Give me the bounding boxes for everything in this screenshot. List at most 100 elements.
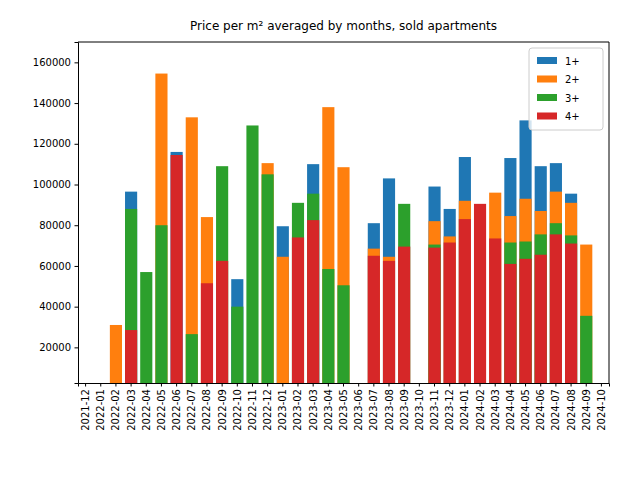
x-tick-label: 2022-06 xyxy=(171,389,182,431)
x-tick-label: 2023-09 xyxy=(399,389,410,431)
y-tick-mark xyxy=(75,103,79,104)
frame-top xyxy=(78,42,609,43)
x-tick: 2022-03 xyxy=(126,383,137,431)
x-tick: 2023-07 xyxy=(368,383,379,431)
x-tick-mark xyxy=(131,383,132,387)
x-tick-mark xyxy=(297,383,298,387)
x-tick-mark xyxy=(389,383,390,387)
bar xyxy=(216,166,228,383)
x-tick: 2022-06 xyxy=(171,383,182,431)
x-tick: 2024-03 xyxy=(490,383,501,431)
x-tick-label: 2024-03 xyxy=(490,389,501,431)
bar xyxy=(277,226,289,383)
x-tick-label: 2023-02 xyxy=(292,389,303,431)
chart: 2000040000600008000010000012000014000016… xyxy=(0,0,640,480)
y-tick-label: 20000 xyxy=(39,342,71,353)
bar xyxy=(489,193,501,383)
x-tick-mark xyxy=(525,383,526,387)
x-tick: 2024-10 xyxy=(596,383,607,431)
x-tick-label: 2024-05 xyxy=(520,389,531,431)
x-tick-mark xyxy=(434,383,435,387)
x-tick-mark xyxy=(282,383,283,387)
x-tick-mark xyxy=(464,383,465,387)
x-tick-mark xyxy=(115,383,116,387)
bars xyxy=(110,74,592,383)
bar xyxy=(519,242,531,383)
y-tick: 20000 xyxy=(39,342,78,353)
y-tick-label: 80000 xyxy=(39,220,71,231)
x-tick: 2023-01 xyxy=(277,383,288,431)
x-tick-mark xyxy=(373,383,374,387)
y-tick: 80000 xyxy=(39,220,78,231)
legend-label: 2+ xyxy=(565,74,580,85)
bar xyxy=(565,235,577,383)
bar xyxy=(444,209,456,383)
bar xyxy=(140,272,152,383)
y-tick-label: 40000 xyxy=(39,301,71,312)
x-tick-label: 2023-06 xyxy=(353,389,364,431)
x-tick-mark xyxy=(601,383,602,387)
bar xyxy=(383,261,395,383)
series-2 xyxy=(125,125,592,383)
x-tick-mark xyxy=(176,383,177,387)
y-tick-mark xyxy=(75,185,79,186)
x-tick-label: 2023-12 xyxy=(444,389,455,431)
y-tick: 160000 xyxy=(33,57,78,68)
x-tick: 2022-08 xyxy=(201,383,212,431)
bar xyxy=(504,216,516,383)
x-tick-label: 2022-07 xyxy=(186,389,197,431)
bar xyxy=(277,257,289,383)
series-3 xyxy=(125,155,577,383)
bar xyxy=(383,257,395,383)
bar xyxy=(474,204,486,383)
bar xyxy=(322,107,334,383)
bar xyxy=(565,244,577,383)
x-tick: 2024-06 xyxy=(535,383,546,431)
bar xyxy=(155,74,167,383)
legend-label: 3+ xyxy=(565,93,580,104)
x-tick-mark xyxy=(85,383,86,387)
x-tick-label: 2023-01 xyxy=(277,389,288,431)
legend: 1+2+3+4+ xyxy=(529,48,603,130)
bar xyxy=(428,221,440,383)
x-tick-mark xyxy=(586,383,587,387)
bar xyxy=(186,117,198,383)
bar xyxy=(125,209,137,383)
y-tick-mark xyxy=(75,225,79,226)
bar xyxy=(565,194,577,383)
y-tick: 140000 xyxy=(33,98,78,109)
bar xyxy=(307,194,319,383)
bar xyxy=(292,203,304,383)
x-tick-mark xyxy=(267,383,268,387)
x-tick-label: 2023-08 xyxy=(384,389,395,431)
x-tick-mark xyxy=(419,383,420,387)
x-tick: 2023-10 xyxy=(414,383,425,431)
bar xyxy=(565,203,577,383)
x-tick: 2023-06 xyxy=(353,383,364,431)
bar xyxy=(110,325,122,383)
x-tick-label: 2022-05 xyxy=(156,389,167,431)
bar xyxy=(489,238,501,383)
x-tick-label: 2023-10 xyxy=(414,389,425,431)
bar xyxy=(292,237,304,383)
x-tick-label: 2022-11 xyxy=(247,389,258,431)
x-tick: 2024-08 xyxy=(566,383,577,431)
x-tick-mark xyxy=(510,383,511,387)
y-tick: 60000 xyxy=(39,261,78,272)
y-tick: 100000 xyxy=(33,179,78,190)
y-tick-label: 160000 xyxy=(33,57,71,68)
bar xyxy=(368,223,380,383)
x-tick-label: 2024-09 xyxy=(581,389,592,431)
x-tick-label: 2022-01 xyxy=(95,389,106,431)
x-tick: 2024-09 xyxy=(581,383,592,431)
x-tick-label: 2023-05 xyxy=(338,389,349,431)
y-tick-mark xyxy=(75,307,79,308)
bar xyxy=(307,164,319,383)
y-axis-line xyxy=(75,43,79,384)
x-tick: 2023-09 xyxy=(399,383,410,431)
bar xyxy=(519,120,531,383)
bar xyxy=(231,279,243,383)
x-tick: 2022-01 xyxy=(95,383,106,431)
x-tick-mark xyxy=(146,383,147,387)
bar xyxy=(444,243,456,383)
